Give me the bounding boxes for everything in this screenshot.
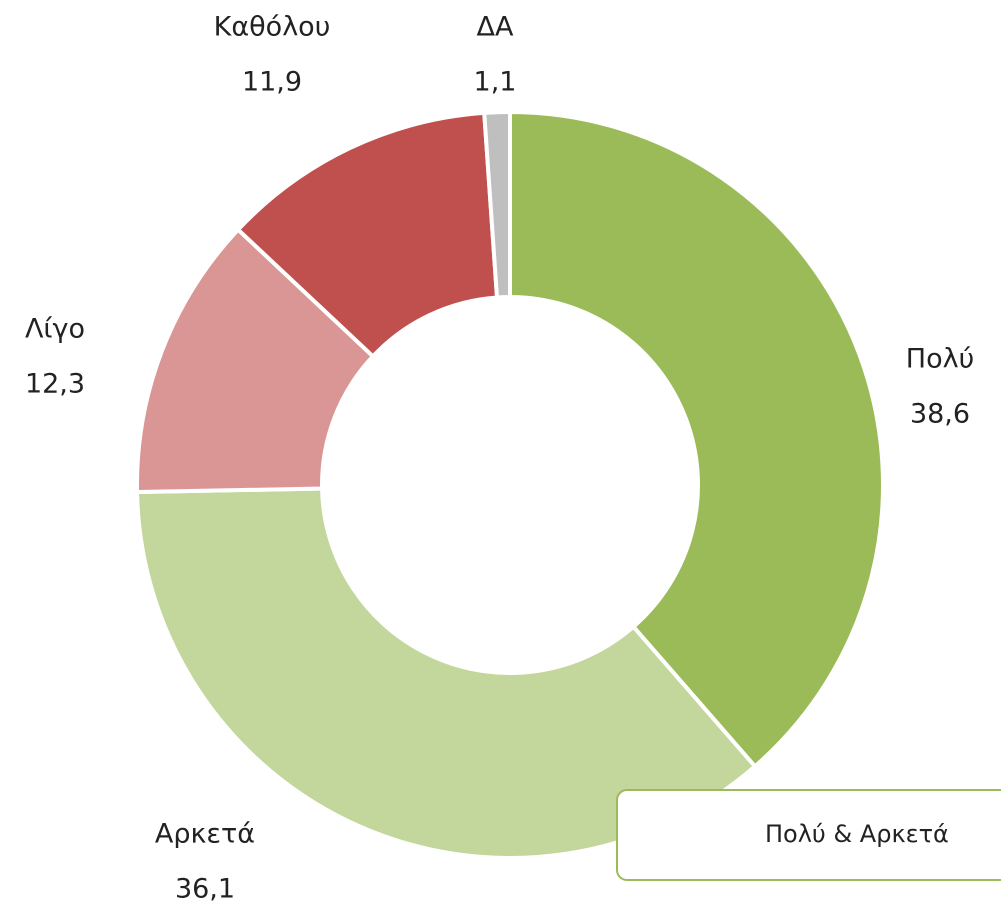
annotation: Πολύ & Αρκετά [765, 820, 949, 848]
value-label: 11,9 [242, 67, 302, 98]
slice [235, 110, 500, 360]
slice [482, 109, 512, 300]
slice [135, 486, 758, 860]
annotation-box [616, 789, 1001, 881]
value-label: 38,6 [910, 399, 970, 430]
value-label: 12,3 [25, 369, 85, 400]
category-label: ΔΑ [477, 12, 514, 43]
category-label: Λίγο [25, 314, 85, 345]
category-label: Πολύ [906, 344, 974, 375]
slice [135, 226, 376, 495]
value-label: 1,1 [474, 67, 517, 98]
slice [508, 109, 885, 770]
category-label: Καθόλου [214, 12, 331, 43]
value-label: 36,1 [175, 874, 235, 905]
category-label: Αρκετά [155, 819, 255, 850]
